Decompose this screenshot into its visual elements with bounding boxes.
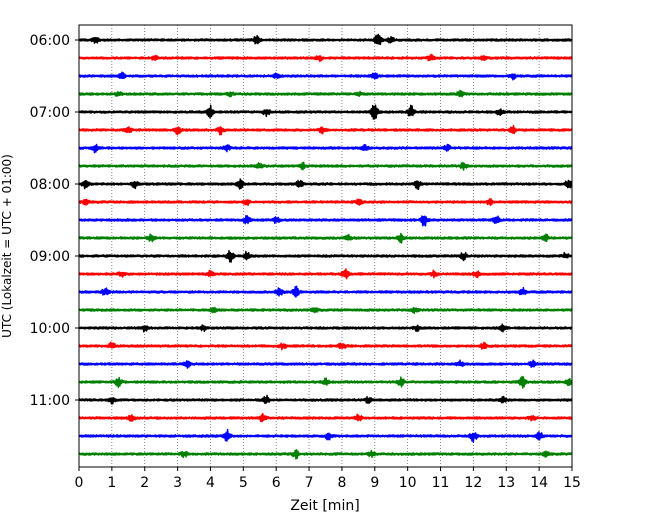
trace-line — [78, 359, 573, 369]
trace-line — [78, 214, 573, 227]
x-axis-label: Zeit [min] — [290, 498, 359, 514]
plot-frame — [78, 24, 573, 468]
x-tick-label: 3 — [173, 475, 182, 491]
y-tick-label: 07:00 — [30, 105, 70, 121]
y-tick-label: 06:00 — [30, 33, 70, 49]
trace-line — [78, 143, 573, 154]
y-tick-label: 10:00 — [30, 321, 70, 337]
trace-line — [78, 232, 573, 244]
x-tick-label: 5 — [239, 475, 248, 491]
trace-line — [78, 341, 573, 351]
x-tick-label: 7 — [305, 475, 314, 491]
trace-line — [78, 33, 573, 45]
trace-line — [78, 375, 573, 389]
x-tick-label: 14 — [530, 475, 548, 491]
trace-line — [78, 198, 573, 207]
trace-line — [78, 161, 573, 171]
trace-line — [78, 178, 573, 191]
y-axis-label: UTC (Lokalzeit = UTC + 01:00) — [0, 154, 14, 338]
x-tick-label: 9 — [370, 475, 379, 491]
trace-line — [78, 285, 573, 298]
y-tick-label: 08:00 — [30, 177, 70, 193]
trace-line — [78, 89, 573, 98]
trace-line — [78, 124, 573, 136]
x-tick-label: 15 — [563, 475, 581, 491]
trace-line — [78, 428, 573, 443]
seismic-traces — [78, 33, 573, 460]
trace-line — [78, 104, 573, 120]
x-tick-label: 6 — [272, 475, 281, 491]
x-tick-label: 4 — [206, 475, 215, 491]
x-tick-label: 1 — [107, 475, 116, 491]
x-tick-label: 0 — [75, 475, 84, 491]
x-tick-label: 12 — [464, 475, 482, 491]
x-axis-ticks: 0 1 2 3 4 5 6 7 8 9 10 11 12 13 14 15 — [75, 467, 581, 491]
trace-line — [78, 71, 573, 81]
x-tick-label: 8 — [337, 475, 346, 491]
plot-area-background — [79, 25, 572, 467]
trace-line — [78, 323, 573, 333]
y-axis-ticks: 06:00 07:00 08:00 09:00 10:00 11:00 — [30, 33, 79, 409]
trace-line — [78, 412, 573, 423]
trace-line — [78, 306, 573, 315]
trace-line — [78, 449, 573, 460]
x-tick-label: 13 — [497, 475, 515, 491]
x-tick-label: 11 — [432, 475, 450, 491]
y-tick-label: 09:00 — [30, 249, 70, 265]
y-tick-label: 11:00 — [30, 393, 70, 409]
x-tick-label: 2 — [140, 475, 149, 491]
trace-line — [78, 53, 573, 63]
trace-line — [78, 268, 573, 280]
x-tick-label: 10 — [399, 475, 417, 491]
trace-line — [78, 249, 573, 263]
trace-line — [78, 394, 573, 405]
